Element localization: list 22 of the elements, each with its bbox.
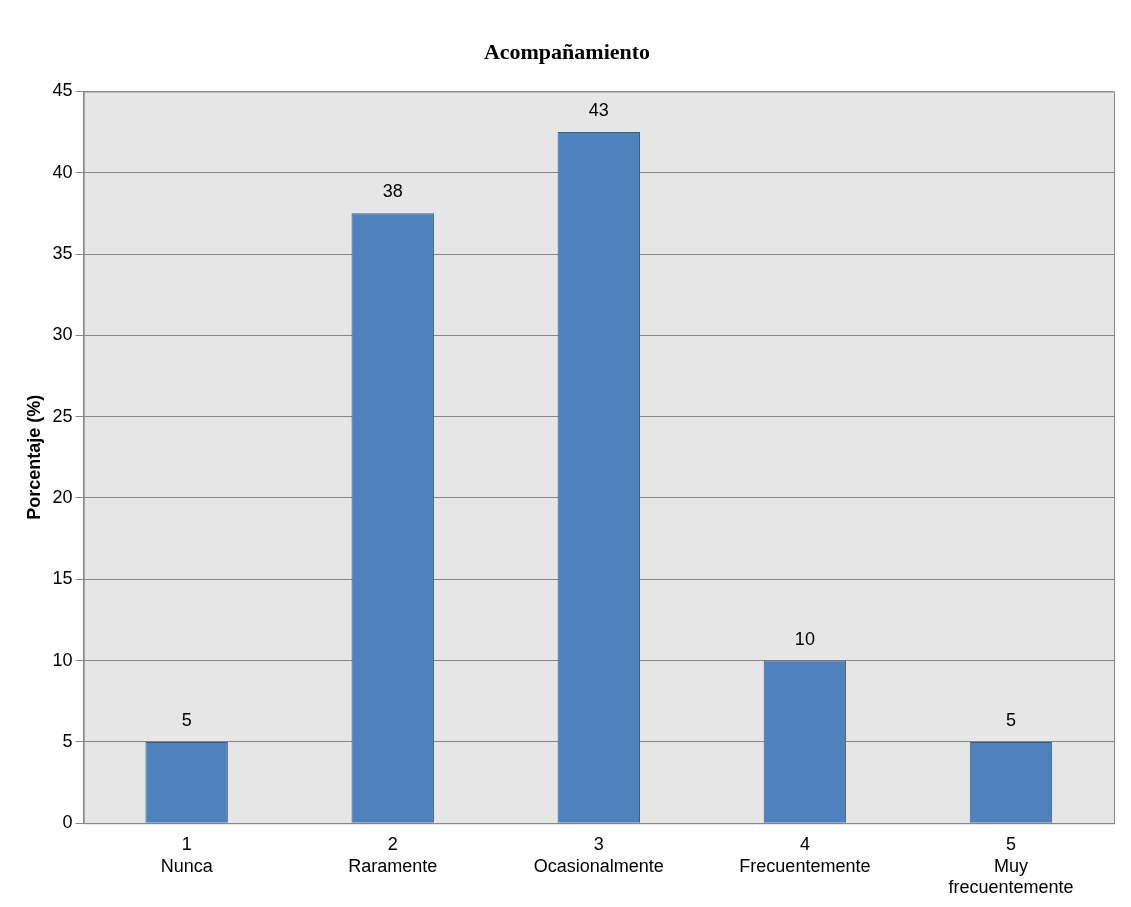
y-tick-label: 20 xyxy=(52,486,73,507)
data-label: 5 xyxy=(1005,709,1016,730)
data-label: 38 xyxy=(382,181,403,202)
y-tick-label: 30 xyxy=(52,324,73,345)
y-tick-label: 0 xyxy=(62,812,73,833)
y-tick-label: 40 xyxy=(52,161,73,182)
data-label: 5 xyxy=(181,709,192,730)
y-tick-label: 15 xyxy=(52,568,73,589)
chart-title: Acompañamiento xyxy=(483,38,651,64)
x-tick-label: 2 Raramente xyxy=(348,833,438,876)
x-tick-label: 5 Muy frecuentemente xyxy=(948,833,1074,898)
y-tick-label: 10 xyxy=(52,649,73,670)
x-tick-label: 1 Nunca xyxy=(160,833,214,876)
x-tick-label: 3 Ocasionalmente xyxy=(533,833,664,876)
y-tick-label: 45 xyxy=(52,80,73,101)
y-tick-label: 25 xyxy=(52,405,73,426)
y-axis-title: Porcentaje (%) xyxy=(23,394,44,520)
data-label: 10 xyxy=(794,628,815,649)
x-tick-label: 4 Frecuentemente xyxy=(739,833,871,876)
y-tick-label: 5 xyxy=(62,730,73,751)
data-label: 43 xyxy=(588,100,609,121)
y-tick-label: 35 xyxy=(52,242,73,263)
